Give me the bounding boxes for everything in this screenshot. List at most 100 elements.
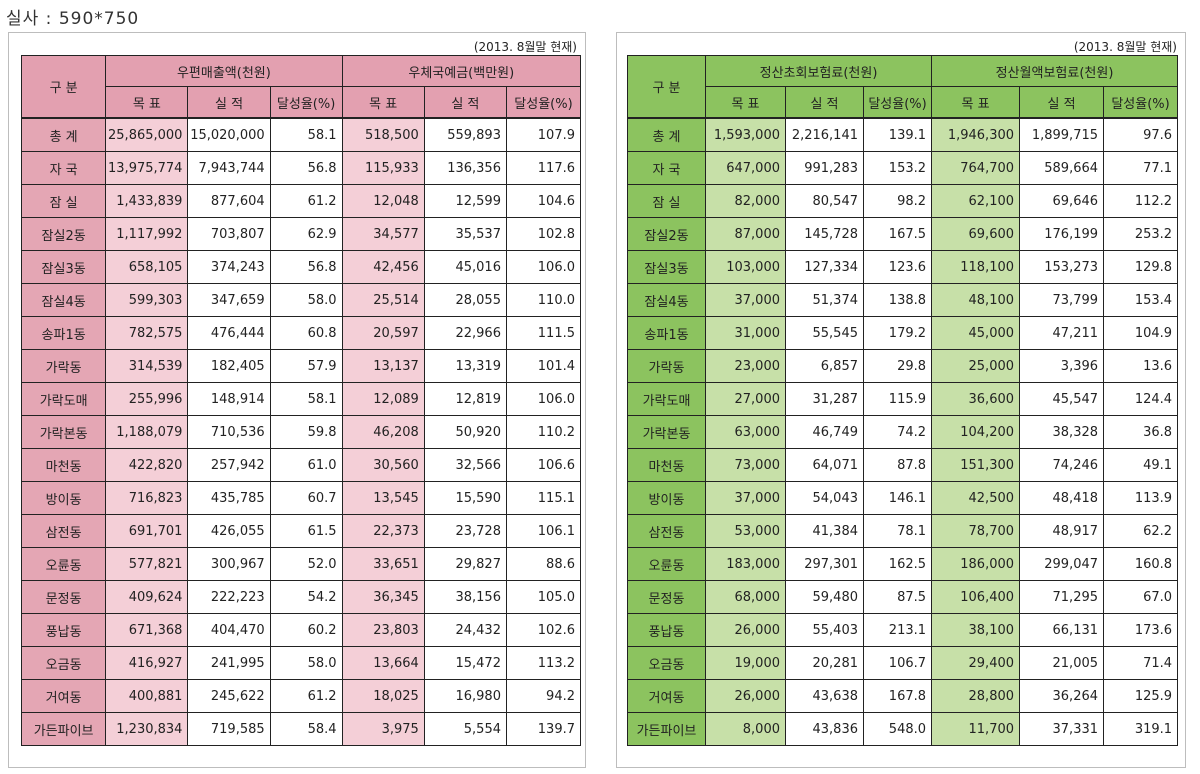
table-cell: 57.9	[269, 349, 343, 383]
postal-sales-deposit-panel: (2013. 8월말 현재) 구 분 우편매출액(천원) 우체국예금(백만원) …	[8, 32, 586, 768]
subheader-target: 목 표	[931, 86, 1021, 119]
table-cell: 347,659	[187, 283, 271, 317]
table-cell: 38,328	[1019, 415, 1105, 449]
table-cell: 148,914	[187, 382, 271, 416]
table-cell: 102.6	[505, 613, 582, 647]
row-label: 잠실4동	[627, 283, 706, 317]
row-label: 가락본동	[627, 415, 706, 449]
table-row: 오륜동 183,000 297,301 162.5 186,000 299,047 160.…	[627, 547, 1179, 581]
row-label: 총 계	[627, 117, 706, 152]
table-row: 가락본동 1,188,079 710,536 59.8 46,208 50,920 110.…	[20, 415, 582, 449]
table-cell: 23,728	[423, 514, 507, 548]
table-cell: 12,819	[423, 382, 507, 416]
table-row: 총 계 1,593,000 2,216,141 139.1 1,946,300 1,899…	[627, 117, 1179, 152]
table-cell: 31,287	[785, 382, 864, 416]
table-cell: 51,374	[785, 283, 864, 317]
table-cell: 24,432	[423, 613, 507, 647]
header-postal-deposit: 우체국예금(백만원)	[341, 55, 582, 87]
table-cell: 60.7	[269, 481, 343, 515]
table-cell: 25,865,000	[105, 117, 189, 152]
table-cell: 45,016	[423, 250, 507, 284]
table-cell: 36,264	[1019, 679, 1105, 713]
table-cell: 68,000	[705, 580, 786, 614]
table-cell: 104.6	[505, 184, 582, 218]
table-cell: 104,200	[931, 415, 1021, 449]
table-cell: 59.8	[269, 415, 343, 449]
table-cell: 297,301	[785, 547, 864, 581]
row-label: 마천동	[627, 448, 706, 482]
row-label: 가든파이브	[20, 712, 107, 746]
table-cell: 518,500	[341, 117, 425, 152]
row-label: 잠실2동	[20, 217, 107, 251]
table-cell: 12,089	[341, 382, 425, 416]
table-row: 가든파이브 1,230,834 719,585 58.4 3,975 5,554 139.7	[20, 712, 582, 746]
table-cell: 61.2	[269, 679, 343, 713]
row-label: 잠실4동	[20, 283, 107, 317]
table-cell: 123.6	[862, 250, 933, 284]
table-row: 잠실4동 599,303 347,659 58.0 25,514 28,055 110.0	[20, 283, 582, 317]
table-cell: 400,881	[105, 679, 189, 713]
table-cell: 69,600	[931, 217, 1021, 251]
table-cell: 138.8	[862, 283, 933, 317]
header-gubun: 구 분	[20, 55, 107, 119]
table-cell: 15,472	[423, 646, 507, 680]
row-label: 잠 실	[627, 184, 706, 218]
subheader-target: 목 표	[705, 86, 786, 119]
table-cell: 43,638	[785, 679, 864, 713]
table-cell: 160.8	[1103, 547, 1179, 581]
table-cell: 78,700	[931, 514, 1021, 548]
table-cell: 49.1	[1103, 448, 1179, 482]
table-cell: 101.4	[505, 349, 582, 383]
table-cell: 255,996	[105, 382, 189, 416]
row-label: 문정동	[20, 580, 107, 614]
table-cell: 74,246	[1019, 448, 1105, 482]
table-row: 잠실2동 87,000 145,728 167.5 69,600 176,199 253.2	[627, 217, 1179, 251]
table-cell: 28,800	[931, 679, 1021, 713]
table-row: 가락도매 27,000 31,287 115.9 36,600 45,547 124.4	[627, 382, 1179, 416]
table-row: 총 계 25,865,000 15,020,000 58.1 518,500 559,89…	[20, 117, 582, 152]
table-cell: 106,400	[931, 580, 1021, 614]
table-cell: 426,055	[187, 514, 271, 548]
table-cell: 38,156	[423, 580, 507, 614]
table-cell: 52.0	[269, 547, 343, 581]
table-cell: 62,100	[931, 184, 1021, 218]
table-row: 잠실3동 658,105 374,243 56.8 42,456 45,016 106.0	[20, 250, 582, 284]
table-row: 거여동 400,881 245,622 61.2 18,025 16,980 94.2	[20, 679, 582, 713]
row-label: 잠실3동	[627, 250, 706, 284]
table-cell: 22,373	[341, 514, 425, 548]
table-row: 삼전동 53,000 41,384 78.1 78,700 48,917 62.2	[627, 514, 1179, 548]
table-cell: 19,000	[705, 646, 786, 680]
table-cell: 153.2	[862, 151, 933, 185]
table-cell: 162.5	[862, 547, 933, 581]
table-cell: 56.8	[269, 250, 343, 284]
table-cell: 74.2	[862, 415, 933, 449]
row-label: 잠실2동	[627, 217, 706, 251]
table-cell: 71,295	[1019, 580, 1105, 614]
table-cell: 118,100	[931, 250, 1021, 284]
row-label: 총 계	[20, 117, 107, 152]
table-cell: 115.9	[862, 382, 933, 416]
row-label: 송파1동	[20, 316, 107, 350]
table-row: 오금동 416,927 241,995 58.0 13,664 15,472 113.2	[20, 646, 582, 680]
table-cell: 7,943,744	[187, 151, 271, 185]
table-cell: 55,403	[785, 613, 864, 647]
table-cell: 111.5	[505, 316, 582, 350]
row-label: 가락도매	[627, 382, 706, 416]
table-cell: 1,188,079	[105, 415, 189, 449]
table-cell: 167.5	[862, 217, 933, 251]
table-cell: 186,000	[931, 547, 1021, 581]
table-cell: 15,020,000	[187, 117, 271, 152]
table-cell: 691,701	[105, 514, 189, 548]
table-cell: 106.0	[505, 250, 582, 284]
table-cell: 37,000	[705, 283, 786, 317]
table-cell: 35,537	[423, 217, 507, 251]
table-row: 자 국 647,000 991,283 153.2 764,700 589,664 77.1	[627, 151, 1179, 185]
header-gubun: 구 분	[627, 55, 706, 119]
row-label: 가락본동	[20, 415, 107, 449]
table-cell: 129.8	[1103, 250, 1179, 284]
table-cell: 45,000	[931, 316, 1021, 350]
table-cell: 125.9	[1103, 679, 1179, 713]
table-cell: 62.2	[1103, 514, 1179, 548]
table-row: 잠실3동 103,000 127,334 123.6 118,100 153,273 129…	[627, 250, 1179, 284]
table-cell: 50,920	[423, 415, 507, 449]
